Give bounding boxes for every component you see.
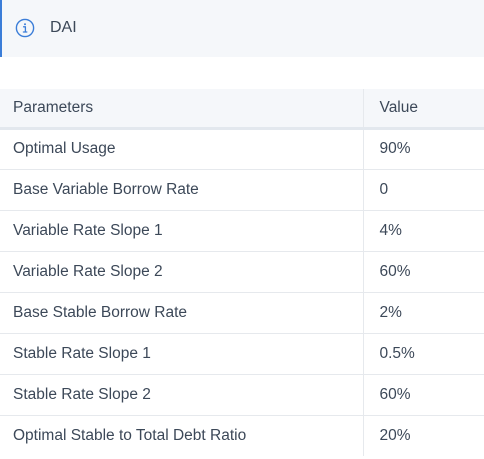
table-row: Base Stable Borrow Rate 2%	[0, 292, 484, 334]
param-name: Optimal Stable to Total Debt Ratio	[0, 415, 364, 456]
table-row: Stable Rate Slope 1 0.5%	[0, 333, 484, 375]
table-row: Base Variable Borrow Rate 0	[0, 169, 484, 211]
table-row: Optimal Stable to Total Debt Ratio 20%	[0, 415, 484, 456]
param-name: Base Stable Borrow Rate	[0, 292, 364, 334]
param-name: Variable Rate Slope 2	[0, 251, 364, 293]
header-parameters: Parameters	[0, 89, 364, 130]
param-value: 60%	[363, 251, 484, 293]
table-row: Optimal Usage 90%	[0, 128, 484, 170]
table-row: Variable Rate Slope 1 4%	[0, 210, 484, 252]
param-value: 90%	[363, 128, 484, 170]
info-icon	[15, 18, 35, 38]
param-name: Stable Rate Slope 1	[0, 333, 364, 375]
asset-label: DAI	[50, 19, 77, 36]
param-value: 60%	[363, 374, 484, 416]
param-value: 0	[363, 169, 484, 211]
param-value: 4%	[363, 210, 484, 252]
param-value: 2%	[363, 292, 484, 334]
param-name: Stable Rate Slope 2	[0, 374, 364, 416]
param-name: Base Variable Borrow Rate	[0, 169, 364, 211]
table-header-row: Parameters Value	[0, 89, 484, 130]
param-name: Variable Rate Slope 1	[0, 210, 364, 252]
info-callout: DAI	[0, 0, 484, 57]
table-row: Variable Rate Slope 2 60%	[0, 251, 484, 293]
param-value: 0.5%	[363, 333, 484, 375]
table-row: Stable Rate Slope 2 60%	[0, 374, 484, 416]
param-value: 20%	[379, 426, 411, 444]
parameters-table: Parameters Value Optimal Usage 90% Base …	[0, 89, 484, 456]
param-name: Optimal Usage	[0, 128, 364, 170]
header-value: Value	[363, 89, 484, 130]
